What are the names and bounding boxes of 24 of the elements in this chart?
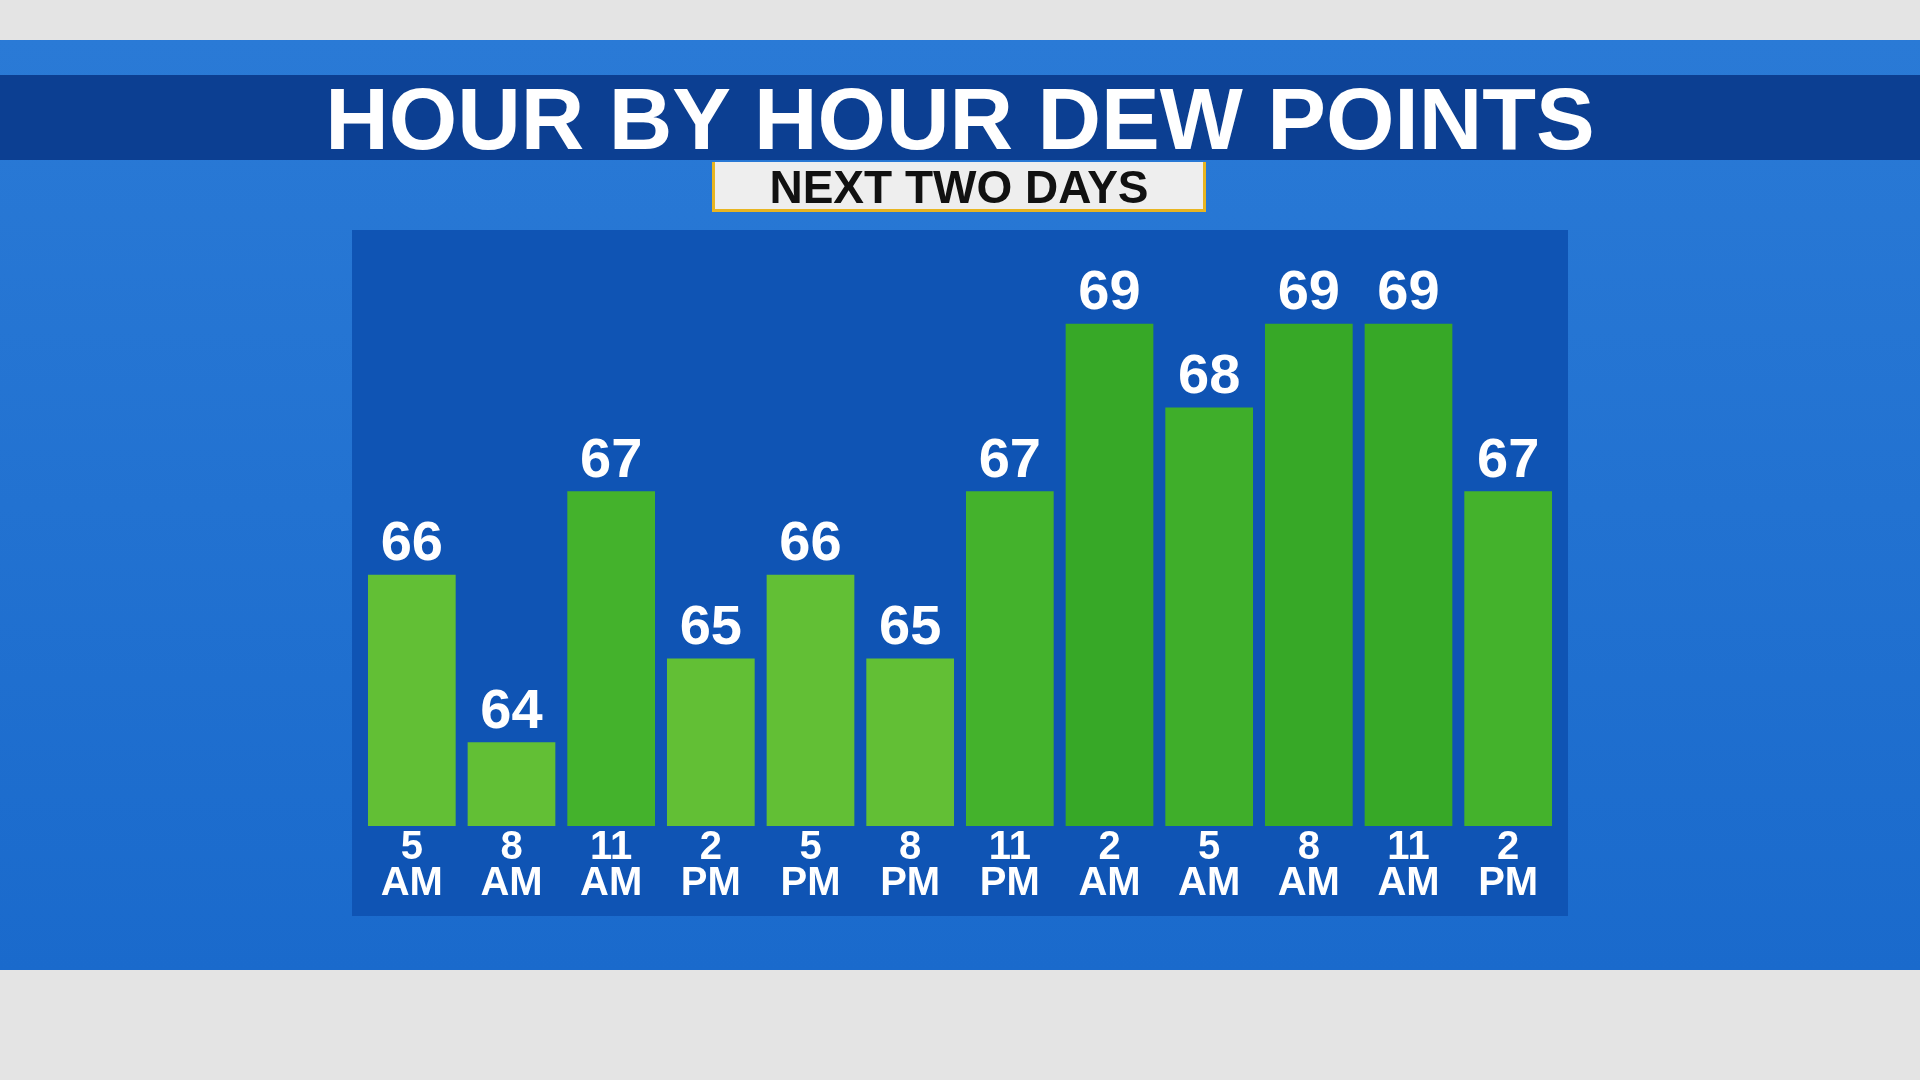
x-tick-label: 5 AM <box>1178 823 1241 904</box>
x-tick-label: 2 PM <box>680 823 741 904</box>
data-label: 69 <box>1377 258 1440 322</box>
x-tick-label: 11 AM <box>580 823 643 904</box>
data-label: 69 <box>1078 258 1141 322</box>
x-tick-label: 8 AM <box>1277 823 1340 904</box>
data-label: 68 <box>1178 341 1241 405</box>
data-label: 69 <box>1277 258 1340 322</box>
data-label: 65 <box>679 593 742 657</box>
data-label: 67 <box>978 425 1041 489</box>
data-label: 66 <box>380 509 443 573</box>
x-tick-label: 2 AM <box>1078 823 1141 904</box>
x-tick-label: 2 PM <box>1478 823 1539 904</box>
x-tick-label: 11 AM <box>1377 823 1440 904</box>
data-label: 67 <box>580 425 643 489</box>
x-tick-label: 5 AM <box>380 823 443 904</box>
x-tick-label: 5 PM <box>780 823 841 904</box>
x-tick-label: 8 AM <box>480 823 543 904</box>
data-label: 65 <box>879 593 942 657</box>
data-label: 64 <box>480 676 543 740</box>
data-label: 67 <box>1477 425 1540 489</box>
data-label: 66 <box>779 509 842 573</box>
x-tick-label: 11 PM <box>979 823 1040 904</box>
x-tick-label: 8 PM <box>880 823 941 904</box>
